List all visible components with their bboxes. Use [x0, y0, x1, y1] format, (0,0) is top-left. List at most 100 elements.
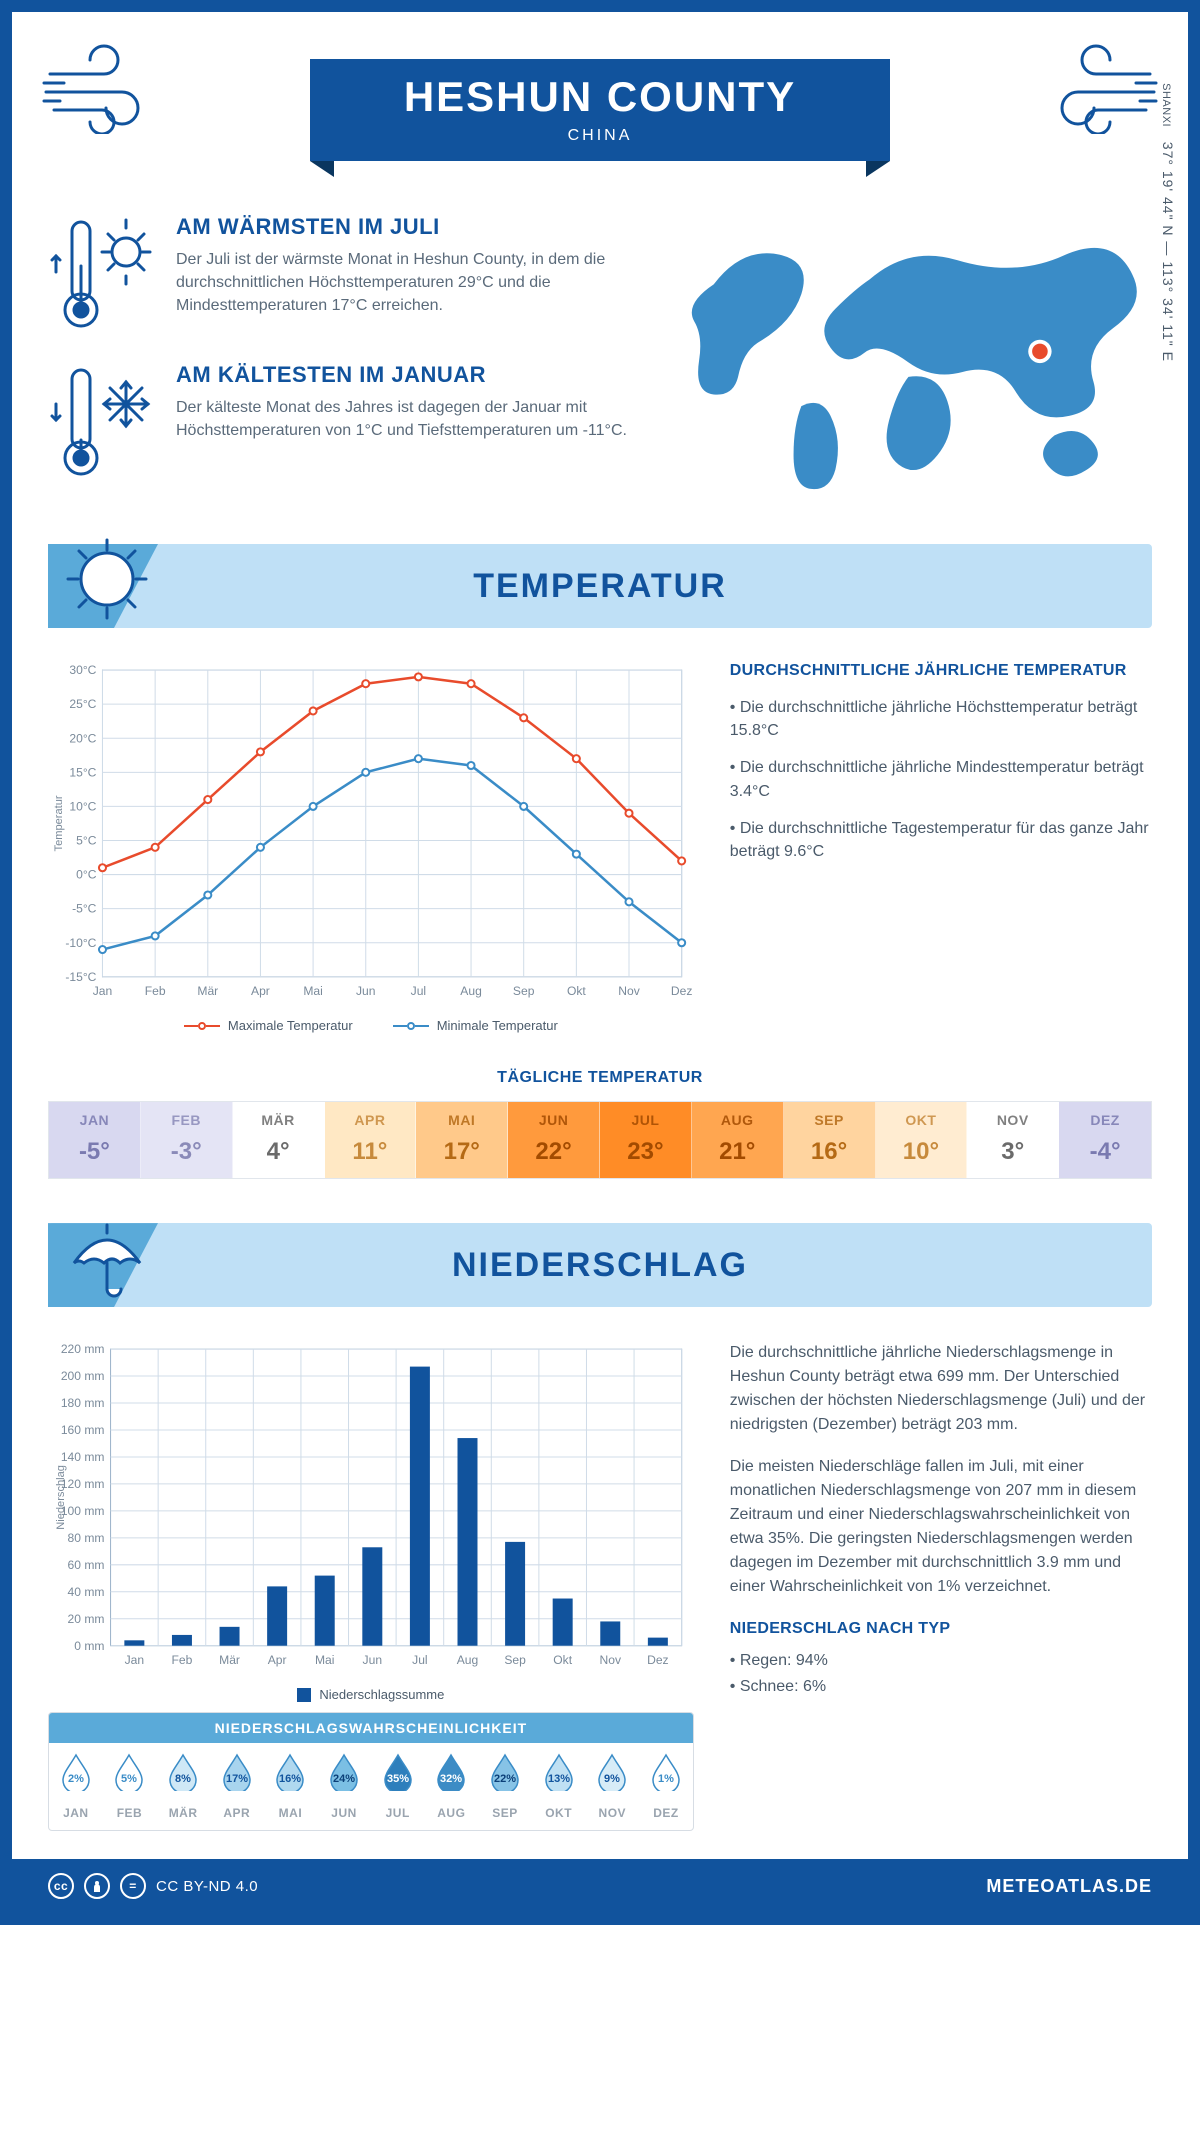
license-text: CC BY-ND 4.0 — [156, 1878, 258, 1895]
svg-text:Sep: Sep — [513, 984, 535, 998]
warmest-text: Der Juli ist der wärmste Monat in Heshun… — [176, 248, 643, 318]
svg-text:100 mm: 100 mm — [61, 1504, 105, 1518]
precip-legend: Niederschlagssumme — [48, 1687, 694, 1702]
svg-text:17%: 17% — [226, 1773, 248, 1785]
temperature-legend: Maximale TemperaturMinimale Temperatur — [48, 1018, 694, 1033]
raindrop-icon: 32% — [436, 1753, 466, 1791]
raindrop-icon: 24% — [329, 1753, 359, 1791]
svg-text:Okt: Okt — [567, 984, 586, 998]
svg-text:Mär: Mär — [197, 984, 218, 998]
svg-text:200 mm: 200 mm — [61, 1369, 105, 1383]
svg-text:Nov: Nov — [600, 1653, 622, 1667]
daily-temp-cell: NOV3° — [967, 1102, 1059, 1178]
precip-heading: NIEDERSCHLAG — [452, 1246, 748, 1285]
svg-text:Jun: Jun — [356, 984, 376, 998]
probability-cell: 35% JUL — [371, 1743, 425, 1830]
svg-text:Feb: Feb — [172, 1653, 193, 1667]
svg-text:Nov: Nov — [618, 984, 640, 998]
probability-title: NIEDERSCHLAGSWAHRSCHEINLICHKEIT — [49, 1713, 693, 1743]
precip-type-line: • Schnee: 6% — [730, 1675, 1152, 1699]
probability-cell: 32% AUG — [425, 1743, 479, 1830]
temp-bullet: • Die durchschnittliche jährliche Höchst… — [730, 696, 1152, 742]
daily-temp-cell: JUN22° — [508, 1102, 600, 1178]
coldest-fact: AM KÄLTESTEN IM JANUAR Der kälteste Mona… — [48, 362, 643, 482]
warmest-title: AM WÄRMSTEN IM JULI — [176, 214, 643, 240]
daily-temp-cell: MAI17° — [416, 1102, 508, 1178]
svg-text:Mai: Mai — [315, 1653, 335, 1667]
svg-text:Jun: Jun — [363, 1653, 383, 1667]
precip-type-line: • Regen: 94% — [730, 1649, 1152, 1673]
svg-text:Jan: Jan — [125, 1653, 144, 1667]
svg-text:20°C: 20°C — [69, 731, 96, 745]
thermometer-snow-icon — [48, 362, 158, 482]
temperature-section-bar: TEMPERATUR — [48, 544, 1152, 628]
svg-text:5%: 5% — [122, 1773, 138, 1785]
svg-text:35%: 35% — [387, 1773, 409, 1785]
precip-summary: Die durchschnittliche jährliche Niedersc… — [730, 1341, 1152, 1831]
svg-text:180 mm: 180 mm — [61, 1396, 105, 1410]
header-ribbon-row: HESHUN COUNTY CHINA — [48, 40, 1152, 180]
temp-bullet: • Die durchschnittliche Tagestemperatur … — [730, 817, 1152, 863]
svg-text:Sep: Sep — [504, 1653, 526, 1667]
svg-text:22%: 22% — [494, 1773, 516, 1785]
location-title: HESHUN COUNTY — [310, 73, 890, 121]
precip-section-bar: NIEDERSCHLAG — [48, 1223, 1152, 1307]
svg-text:160 mm: 160 mm — [61, 1423, 105, 1437]
svg-text:Jan: Jan — [93, 984, 112, 998]
svg-text:40 mm: 40 mm — [68, 1585, 105, 1599]
wind-icon — [42, 44, 162, 134]
svg-text:10°C: 10°C — [69, 799, 96, 813]
svg-text:120 mm: 120 mm — [61, 1477, 105, 1491]
probability-cell: 13% OKT — [532, 1743, 586, 1830]
svg-text:15°C: 15°C — [69, 765, 96, 779]
raindrop-icon: 16% — [275, 1753, 305, 1791]
daily-temp-cell: AUG21° — [692, 1102, 784, 1178]
daily-temp-cell: APR11° — [325, 1102, 417, 1178]
svg-text:Dez: Dez — [647, 1653, 669, 1667]
svg-text:Apr: Apr — [268, 1653, 287, 1667]
warmest-fact: AM WÄRMSTEN IM JULI Der Juli ist der wär… — [48, 214, 643, 334]
thermometer-sun-icon — [48, 214, 158, 334]
daily-temp-cell: MÄR4° — [233, 1102, 325, 1178]
svg-text:Okt: Okt — [553, 1653, 572, 1667]
temperature-chart: -15°C-10°C-5°C0°C5°C10°C15°C20°C25°C30°C… — [48, 662, 694, 1033]
daily-temp-cell: JAN-5° — [49, 1102, 141, 1178]
svg-text:13%: 13% — [548, 1773, 570, 1785]
svg-text:220 mm: 220 mm — [61, 1342, 105, 1356]
raindrop-icon: 1% — [651, 1753, 681, 1791]
temperature-summary: DURCHSCHNITTLICHE JÄHRLICHE TEMPERATUR •… — [730, 662, 1152, 1033]
probability-cell: 22% SEP — [478, 1743, 532, 1830]
precip-type-heading: NIEDERSCHLAG NACH TYP — [730, 1617, 1152, 1641]
daily-temp-cell: OKT10° — [876, 1102, 968, 1178]
infographic-frame: HESHUN COUNTY CHINA — [0, 0, 1200, 1925]
raindrop-icon: 8% — [168, 1753, 198, 1791]
raindrop-icon: 9% — [597, 1753, 627, 1791]
daily-temp-cell: FEB-3° — [141, 1102, 233, 1178]
daily-temp-title: TÄGLICHE TEMPERATUR — [48, 1069, 1152, 1087]
svg-text:Aug: Aug — [460, 984, 482, 998]
by-icon — [84, 1873, 110, 1899]
precip-para-1: Die durchschnittliche jährliche Niedersc… — [730, 1341, 1152, 1437]
raindrop-icon: 13% — [544, 1753, 574, 1791]
wind-icon — [1038, 44, 1158, 134]
sun-icon — [62, 534, 152, 624]
svg-text:30°C: 30°C — [69, 663, 96, 677]
umbrella-icon — [62, 1213, 152, 1303]
svg-text:20 mm: 20 mm — [68, 1612, 105, 1626]
svg-text:0°C: 0°C — [76, 868, 97, 882]
svg-text:Dez: Dez — [671, 984, 693, 998]
coldest-text: Der kälteste Monat des Jahres ist dagege… — [176, 396, 643, 442]
world-map-icon — [665, 226, 1152, 499]
svg-text:5°C: 5°C — [76, 834, 97, 848]
daily-temp-cell: DEZ-4° — [1059, 1102, 1151, 1178]
raindrop-icon: 5% — [114, 1753, 144, 1791]
svg-text:Feb: Feb — [145, 984, 166, 998]
svg-text:-5°C: -5°C — [72, 902, 97, 916]
probability-cell: 1% DEZ — [639, 1743, 693, 1830]
probability-cell: 8% MÄR — [156, 1743, 210, 1830]
svg-text:9%: 9% — [604, 1773, 620, 1785]
svg-text:Apr: Apr — [251, 984, 270, 998]
svg-text:32%: 32% — [440, 1773, 462, 1785]
site-name: METEOATLAS.DE — [986, 1876, 1152, 1897]
daily-temp-table: JAN-5°FEB-3°MÄR4°APR11°MAI17°JUN22°JUL23… — [48, 1101, 1152, 1179]
